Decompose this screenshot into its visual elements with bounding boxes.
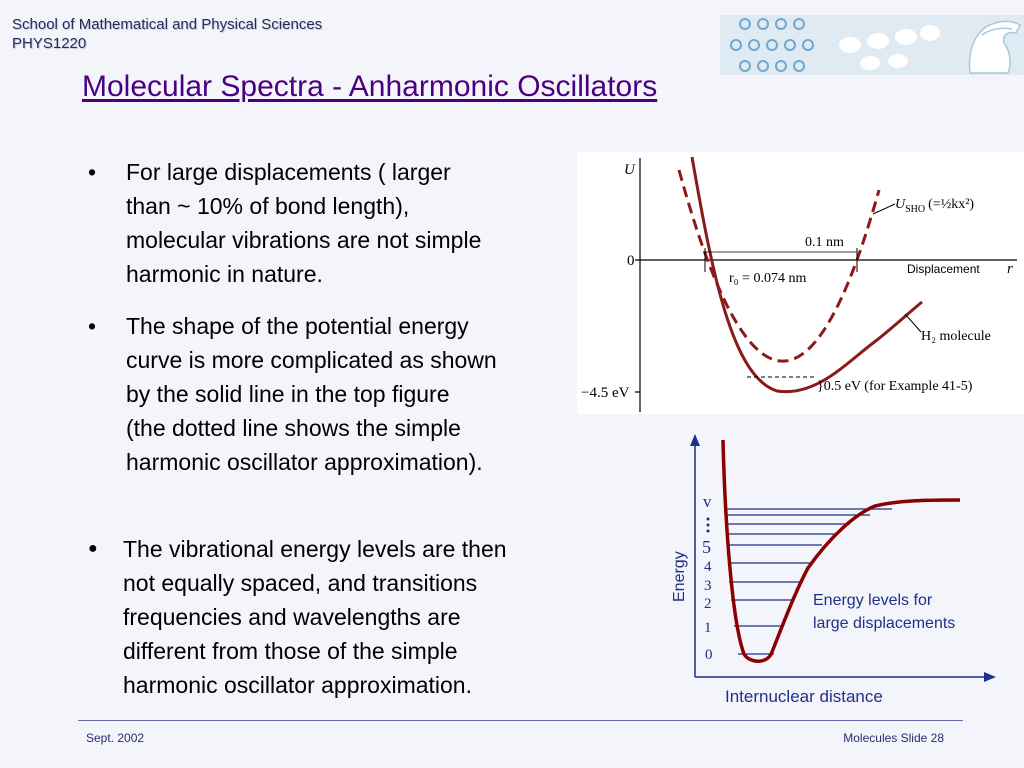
width-label: 0.1 nm bbox=[805, 235, 844, 250]
level-label-4: 4 bbox=[704, 559, 712, 575]
v-label: v bbox=[703, 492, 712, 511]
energy-axis-label: Energy bbox=[671, 551, 688, 602]
zero-label: 0 bbox=[627, 253, 635, 269]
level-label-5: 5 bbox=[702, 537, 711, 557]
bullet-2: • The shape of the potential energy curv… bbox=[88, 309, 588, 479]
energy-gap-label: }0.5 eV (for Example 41-5) bbox=[817, 379, 973, 394]
level-label-3: 3 bbox=[704, 578, 712, 594]
bullet-line: The vibrational energy levels are then bbox=[123, 536, 507, 562]
caption-line-2: large displacements bbox=[813, 615, 955, 632]
school-header: School of Mathematical and Physical Scie… bbox=[12, 15, 322, 53]
bullet-line: For large displacements ( larger bbox=[126, 159, 451, 185]
course-code: PHYS1220 bbox=[12, 35, 87, 52]
bullet-line: not equally spaced, and transitions bbox=[123, 570, 478, 596]
footer-divider bbox=[78, 720, 963, 721]
bullet-line: by the solid line in the top figure bbox=[126, 381, 450, 407]
energy-levels-figure: Energy Internuclear distance 0 1 2 3 4 5… bbox=[671, 434, 996, 706]
energy-axis-arrow bbox=[690, 434, 700, 446]
bullet-line: curve is more complicated as shown bbox=[126, 347, 497, 373]
caption-line-1: Energy levels for bbox=[813, 592, 933, 609]
bullet-line: frequencies and wavelengths are bbox=[123, 604, 461, 630]
bullet-line: harmonic oscillator approximation). bbox=[126, 449, 483, 475]
bullet-3: ● The vibrational energy levels are then… bbox=[88, 532, 648, 702]
bullet-line: molecular vibrations are not simple bbox=[126, 227, 482, 253]
bullet-1: • For large displacements ( larger than … bbox=[88, 155, 568, 291]
r0-label: r₀ = 0.074 nm bbox=[729, 271, 806, 286]
potential-energy-figure: U 0 −4.5 eV r Displacement 0.1 nm r₀ = 0… bbox=[577, 152, 1024, 414]
university-logo bbox=[720, 15, 1024, 75]
level-label-2: 2 bbox=[704, 596, 712, 612]
footer-slide-number: Molecules Slide 28 bbox=[843, 731, 944, 745]
bullet-line: harmonic in nature. bbox=[126, 261, 323, 287]
footer-date: Sept. 2002 bbox=[86, 731, 145, 745]
distance-axis-label: Internuclear distance bbox=[725, 687, 883, 706]
anharmonic-curve bbox=[690, 156, 923, 394]
bullet-line: different from those of the simple bbox=[123, 638, 458, 664]
school-name: School of Mathematical and Physical Scie… bbox=[12, 16, 323, 33]
level-label-1: 1 bbox=[704, 620, 712, 636]
bullet-line: (the dotted line shows the simple bbox=[126, 415, 461, 441]
bullet-line: The shape of the potential energy bbox=[126, 313, 469, 339]
x-axis-label: r bbox=[1007, 261, 1013, 277]
continuation-dots bbox=[706, 517, 710, 533]
distance-axis-arrow bbox=[984, 672, 996, 682]
energy-curve bbox=[721, 439, 961, 663]
bullet-line: than ~ 10% of bond length), bbox=[126, 193, 410, 219]
usho-label: USHO (=½kx²) bbox=[895, 197, 974, 215]
level-label-0: 0 bbox=[705, 647, 713, 663]
bullet-marker: • bbox=[88, 313, 97, 339]
bullet-marker: • bbox=[88, 159, 97, 185]
h2-molecule-label: H₂ molecule bbox=[921, 329, 991, 344]
y-axis-label: U bbox=[624, 162, 636, 178]
bullet-line: harmonic oscillator approximation. bbox=[123, 672, 472, 698]
depth-label: −4.5 eV bbox=[581, 385, 630, 401]
displacement-label: Displacement bbox=[907, 262, 980, 276]
sho-curve bbox=[677, 169, 881, 363]
slide-title: Molecular Spectra - Anharmonic Oscillato… bbox=[82, 70, 658, 103]
bullet-marker: ● bbox=[88, 540, 98, 557]
energy-level-lines bbox=[725, 508, 892, 655]
